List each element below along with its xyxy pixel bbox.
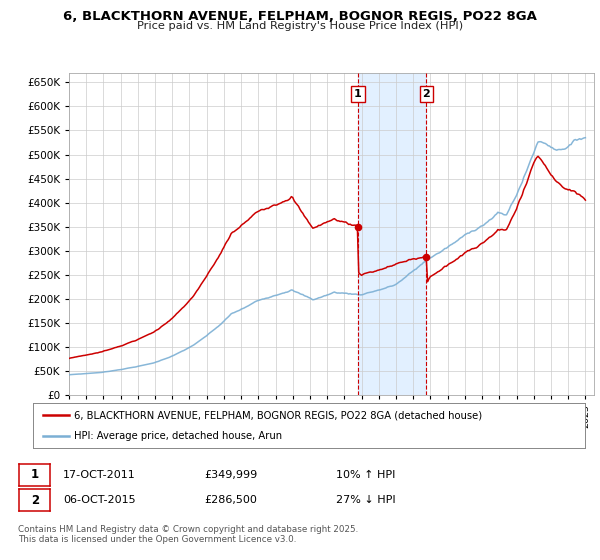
- Text: 1: 1: [354, 88, 362, 99]
- Text: 6, BLACKTHORN AVENUE, FELPHAM, BOGNOR REGIS, PO22 8GA: 6, BLACKTHORN AVENUE, FELPHAM, BOGNOR RE…: [63, 10, 537, 23]
- Text: £286,500: £286,500: [204, 495, 257, 505]
- Text: 17-OCT-2011: 17-OCT-2011: [63, 470, 136, 480]
- Text: 2: 2: [422, 88, 430, 99]
- Text: 06-OCT-2015: 06-OCT-2015: [63, 495, 136, 505]
- Text: 10% ↑ HPI: 10% ↑ HPI: [336, 470, 395, 480]
- Text: 2: 2: [31, 493, 39, 507]
- Text: £349,999: £349,999: [204, 470, 257, 480]
- Text: 1: 1: [31, 468, 39, 482]
- Text: 6, BLACKTHORN AVENUE, FELPHAM, BOGNOR REGIS, PO22 8GA (detached house): 6, BLACKTHORN AVENUE, FELPHAM, BOGNOR RE…: [74, 410, 482, 421]
- Text: 27% ↓ HPI: 27% ↓ HPI: [336, 495, 395, 505]
- Text: Contains HM Land Registry data © Crown copyright and database right 2025.
This d: Contains HM Land Registry data © Crown c…: [18, 525, 358, 544]
- Text: Price paid vs. HM Land Registry's House Price Index (HPI): Price paid vs. HM Land Registry's House …: [137, 21, 463, 31]
- Bar: [358, 73, 427, 395]
- Text: HPI: Average price, detached house, Arun: HPI: Average price, detached house, Arun: [74, 431, 283, 441]
